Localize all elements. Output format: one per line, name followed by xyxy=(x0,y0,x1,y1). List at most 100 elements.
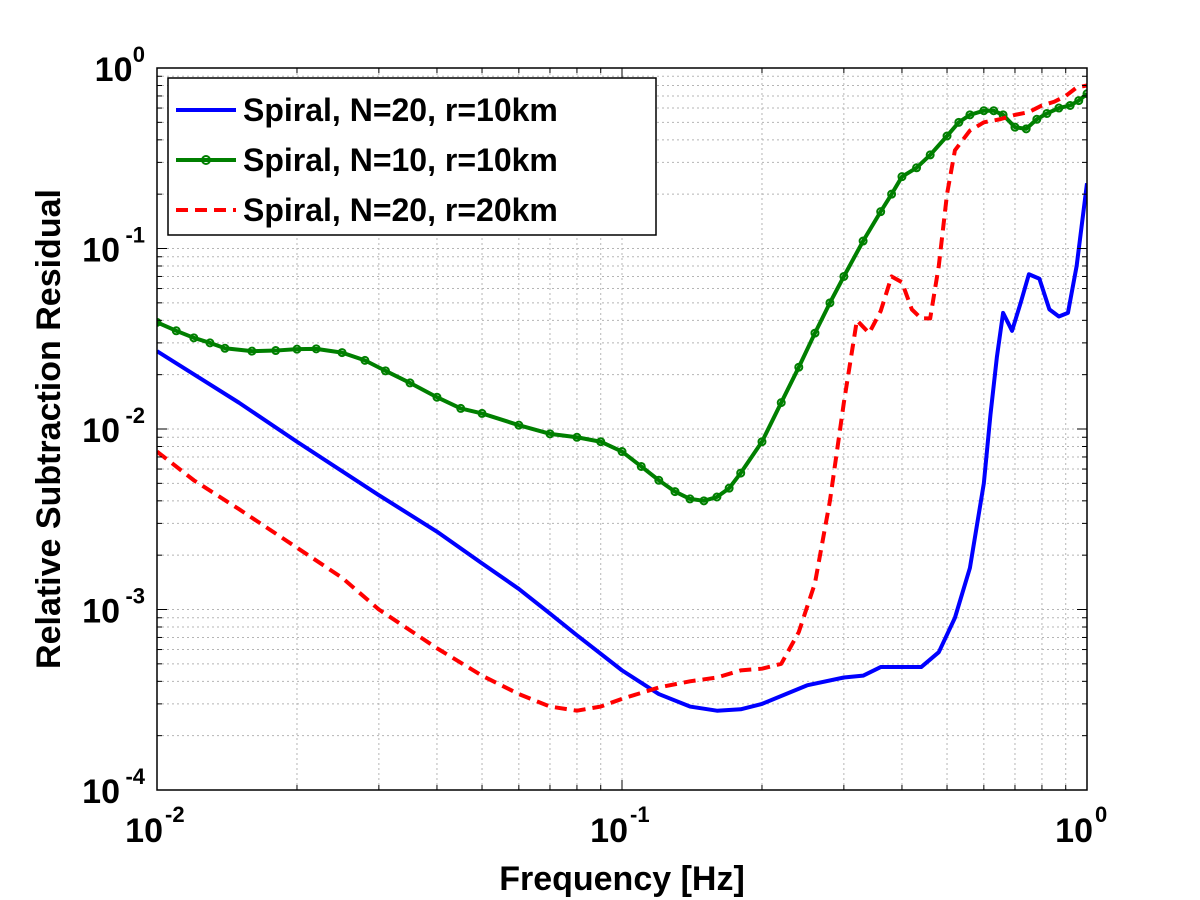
y-tick-exponent: -4 xyxy=(125,764,145,789)
series-2-marker xyxy=(1042,108,1052,118)
series-1 xyxy=(157,182,1087,713)
series-2-marker xyxy=(1010,122,1020,132)
series-2-marker xyxy=(380,366,390,376)
y-axis-title: Relative Subtraction Residual xyxy=(30,189,68,669)
series-2-marker xyxy=(432,392,442,402)
series-2-marker xyxy=(477,408,487,418)
x-axis-title: Frequency [Hz] xyxy=(499,860,745,898)
x-tick-label: 10 -1 xyxy=(590,802,649,850)
series-2-marker xyxy=(1021,124,1031,134)
legend-entry: Spiral, N=10, r=10km xyxy=(176,142,558,178)
series-2-marker xyxy=(685,494,695,504)
series-2-marker xyxy=(205,338,215,348)
legend: Spiral, N=20, r=10km Spiral, N=10, r=10km… xyxy=(167,77,657,236)
legend-entry: Spiral, N=20, r=20km xyxy=(176,192,558,228)
x-tick-exponent: 0 xyxy=(1095,802,1107,827)
x-tick-label: 10 0 xyxy=(1055,802,1107,850)
y-tick-label: -110 xyxy=(82,223,145,270)
series-2-marker xyxy=(825,298,835,308)
series-2-marker xyxy=(810,328,820,338)
legend-label: Spiral, N=20, r=10km xyxy=(243,92,558,128)
x-tick-label: 10 -2 xyxy=(125,802,184,850)
series-2-marker xyxy=(712,492,722,502)
y-tick-base: 10 xyxy=(82,773,120,811)
series-2-marker xyxy=(736,468,746,478)
series-2-marker xyxy=(292,344,302,354)
series-2-marker xyxy=(887,189,897,199)
series-2-marker xyxy=(794,362,804,372)
series-2-marker xyxy=(247,346,257,356)
series-2-marker xyxy=(989,106,999,116)
y-tick-base: 10 xyxy=(82,232,120,270)
series-2-marker xyxy=(545,429,555,439)
x-tick-labels: 10 -2 10 -1 10 0 xyxy=(125,802,1107,850)
series-2-marker xyxy=(514,420,524,430)
series-2-marker xyxy=(699,496,709,506)
y-tick-exponent: -1 xyxy=(125,223,145,248)
series-2-marker xyxy=(776,398,786,408)
series-2-marker xyxy=(189,333,199,343)
y-tick-label: -310 xyxy=(82,584,145,631)
x-tick-base: 10 xyxy=(590,812,628,850)
y-tick-exponent: -3 xyxy=(125,584,145,609)
tick-marks xyxy=(157,68,1087,790)
series-2-marker xyxy=(171,326,181,336)
y-tick-base: 10 xyxy=(82,593,120,631)
series-2-marker xyxy=(670,487,680,497)
series-2-marker xyxy=(954,117,964,127)
series-2-marker xyxy=(925,150,935,160)
series-2-marker xyxy=(1074,96,1084,106)
y-tick-label: -410 xyxy=(82,764,146,811)
series-3-line xyxy=(157,83,1087,713)
y-tick-exponent: 0 xyxy=(133,42,145,67)
y-tick-label: -210 xyxy=(82,403,145,450)
x-tick-base: 10 xyxy=(1055,812,1093,850)
legend-label: Spiral, N=20, r=20km xyxy=(243,192,558,228)
y-tick-base: 10 xyxy=(82,412,120,450)
series-2-marker xyxy=(596,437,606,447)
legend-label: Spiral, N=10, r=10km xyxy=(243,142,558,178)
series-2-marker xyxy=(1054,103,1064,113)
series-2 xyxy=(157,89,1087,506)
series-2-marker xyxy=(912,163,922,173)
legend-entry: Spiral, N=20, r=10km xyxy=(176,92,558,128)
x-tick-exponent: -2 xyxy=(165,802,185,827)
legend-marker xyxy=(201,155,211,165)
series-2-marker xyxy=(858,236,868,246)
series-2-marker xyxy=(405,378,415,388)
series-2-marker xyxy=(456,403,466,413)
series-2-line xyxy=(157,92,1087,503)
y-tick-label: 010 xyxy=(95,42,145,89)
series-2-marker xyxy=(572,432,582,442)
x-tick-exponent: -1 xyxy=(630,802,650,827)
series-2-marker xyxy=(979,106,989,116)
series-2-marker xyxy=(1082,89,1087,99)
series-2-marker xyxy=(157,317,162,327)
series-2-marker xyxy=(636,461,646,471)
series-2-marker xyxy=(654,475,664,485)
y-tick-exponent: -2 xyxy=(125,403,145,428)
series-2-marker xyxy=(1032,114,1042,124)
series-2-marker xyxy=(311,344,321,354)
series-2-marker xyxy=(965,110,975,120)
series-2-marker xyxy=(271,346,281,356)
x-tick-base: 10 xyxy=(125,812,163,850)
series-2-marker xyxy=(617,447,627,457)
legend-box xyxy=(167,77,657,236)
series-2-marker xyxy=(337,348,347,358)
series-2-marker xyxy=(876,207,886,217)
series-2-marker xyxy=(724,483,734,493)
series-2-marker xyxy=(897,172,907,182)
series-2-marker xyxy=(220,343,230,353)
series-3 xyxy=(157,83,1087,713)
series-2-marker xyxy=(1065,100,1075,110)
series-2-marker xyxy=(839,271,849,281)
series-2-marker xyxy=(757,437,767,447)
series-2-marker xyxy=(360,355,370,365)
series-2-marker xyxy=(942,131,952,141)
y-tick-base: 10 xyxy=(95,51,133,89)
series-1-line xyxy=(157,182,1087,713)
series-group xyxy=(157,83,1087,713)
